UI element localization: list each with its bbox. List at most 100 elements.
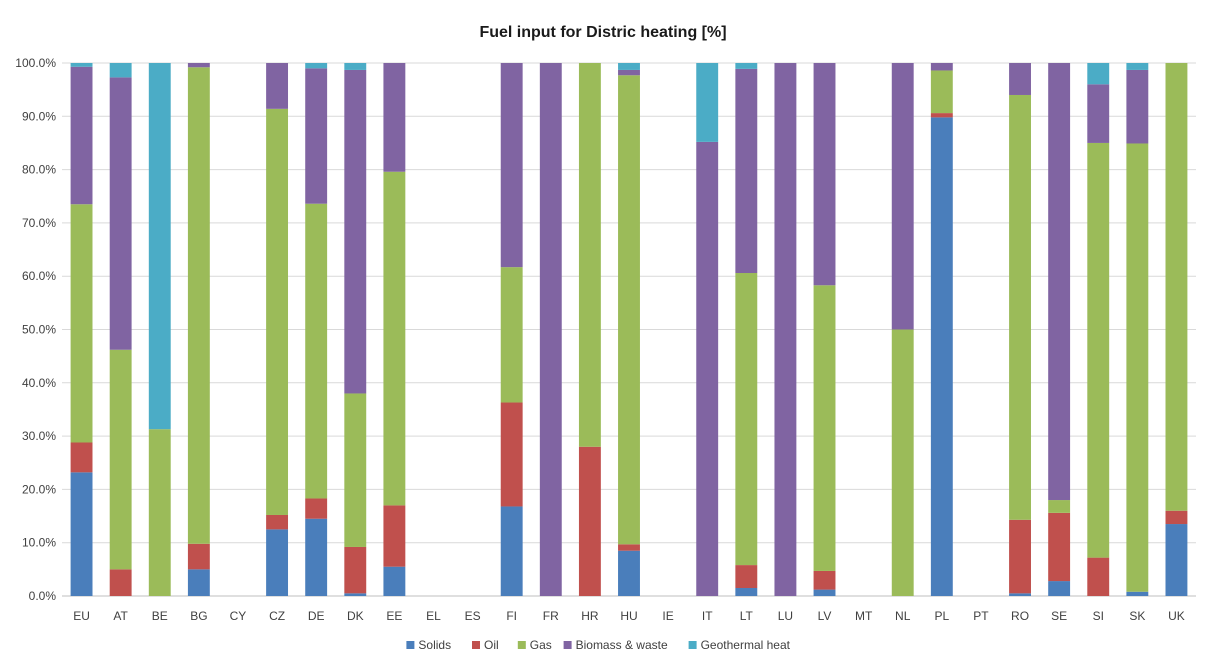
bar-segment-ro-3: [1009, 63, 1031, 95]
y-tick-label: 40.0%: [22, 376, 56, 390]
bar-segment-si-1: [1087, 557, 1110, 596]
bar-segment-ee-0: [383, 566, 406, 596]
bar-segment-lv-3: [813, 63, 836, 286]
bar-segment-at-4: [109, 63, 132, 78]
bar-segment-lt-0: [735, 588, 758, 596]
chart-title: Fuel input for Distric heating [%]: [479, 24, 726, 41]
bar-segment-sk-3: [1126, 69, 1149, 144]
legend-swatch: [688, 641, 697, 649]
x-tick-label: MT: [855, 609, 873, 623]
bar-segment-pl-1: [930, 113, 953, 118]
bar-segment-se-2: [1048, 500, 1071, 513]
bar-segment-cz-3: [266, 63, 289, 109]
bar-segment-ee-1: [383, 505, 406, 567]
bar-segment-eu-3: [70, 66, 93, 205]
legend-label: Solids: [418, 638, 451, 652]
bar-segment-hr-1: [578, 446, 601, 596]
bar-segment-sk-2: [1126, 143, 1149, 592]
bar-segment-cz-2: [266, 108, 289, 515]
x-tick-label: HU: [620, 609, 637, 623]
bar-segment-uk-1: [1165, 510, 1188, 525]
bar-segment-pl-0: [930, 117, 953, 596]
x-tick-label: LU: [778, 609, 793, 623]
y-tick-label: 90.0%: [22, 109, 56, 123]
bar-segment-lt-2: [735, 273, 758, 566]
x-tick-label: SI: [1093, 609, 1104, 623]
x-tick-label: EE: [386, 609, 402, 623]
bar-segment-fi-2: [500, 267, 523, 403]
bar-segment-it-3: [696, 141, 719, 596]
y-tick-label: 20.0%: [22, 482, 56, 496]
bar-segment-fi-3: [500, 63, 523, 268]
bar-segment-hr-2: [578, 63, 601, 447]
bar-segment-uk-2: [1165, 63, 1188, 511]
bar-segment-uk-0: [1165, 524, 1188, 596]
bar-segment-de-0: [305, 518, 328, 596]
bar-segment-hu-4: [618, 63, 640, 70]
x-tick-label: DE: [308, 609, 325, 623]
x-tick-label: CY: [230, 609, 247, 623]
legend-swatch: [472, 641, 480, 649]
y-tick-label: 30.0%: [22, 429, 56, 443]
bar-segment-hu-0: [618, 550, 640, 596]
bar-segment-ro-0: [1009, 593, 1031, 596]
bar-segment-nl-3: [891, 63, 914, 330]
legend-swatch: [517, 641, 526, 649]
bar-segment-pl-2: [930, 70, 953, 114]
bar-segment-sk-4: [1126, 63, 1149, 70]
x-tick-label: DK: [347, 609, 364, 623]
y-tick-label: 100.0%: [15, 56, 56, 70]
legend-swatch: [563, 641, 572, 649]
bar-segment-hu-3: [618, 69, 640, 76]
legend-label: Biomass & waste: [576, 638, 668, 652]
bar-segment-lt-3: [735, 68, 758, 274]
bar-segment-eu-1: [70, 442, 93, 473]
bar-segment-lv-2: [813, 285, 836, 571]
bar-segment-bg-2: [187, 67, 210, 544]
bar-segment-dk-2: [344, 393, 367, 547]
legend-label: Gas: [530, 638, 552, 652]
x-tick-label: EL: [426, 609, 441, 623]
bar-segment-lv-1: [813, 570, 836, 590]
bar-segment-nl-2: [891, 329, 914, 596]
y-tick-label: 60.0%: [22, 269, 56, 283]
bar-segment-eu-2: [70, 204, 93, 443]
y-tick-label: 70.0%: [22, 216, 56, 230]
bar-segment-eu-4: [70, 63, 93, 67]
bar-segment-at-3: [109, 77, 132, 350]
x-tick-label: PT: [973, 609, 989, 623]
bar-segment-de-3: [305, 68, 328, 204]
bar-segment-bg-3: [187, 63, 210, 68]
bar-segment-dk-0: [344, 593, 367, 596]
y-tick-label: 80.0%: [22, 163, 56, 177]
bar-segment-lu-3: [774, 63, 797, 596]
x-tick-label: AT: [113, 609, 128, 623]
x-tick-label: IT: [702, 609, 713, 623]
bar-segment-be-2: [148, 429, 171, 596]
bar-segment-bg-0: [187, 569, 210, 596]
bar-segment-sk-0: [1126, 591, 1149, 596]
legend-swatch: [406, 641, 415, 649]
bar-segment-fi-1: [500, 402, 523, 507]
bar-segment-lt-4: [735, 63, 758, 69]
bar-segment-cz-0: [266, 529, 289, 596]
x-tick-label: BG: [190, 609, 207, 623]
bar-segment-hu-2: [618, 75, 640, 545]
bar-segment-se-3: [1048, 63, 1071, 501]
bar-segment-ro-1: [1009, 519, 1031, 594]
x-axis-category-labels: EU AT BE BG CY CZ DE DK EE EL ES FI FR HR HU IE IT LT LU LV…: [73, 609, 1185, 623]
bar-segment-at-1: [109, 569, 132, 596]
x-tick-label: NL: [895, 609, 911, 623]
bar-segment-se-0: [1048, 581, 1071, 596]
x-tick-label: RO: [1011, 609, 1029, 623]
bar-segment-eu-0: [70, 472, 93, 596]
x-tick-label: CZ: [269, 609, 285, 623]
bar-segment-pl-3: [930, 63, 953, 71]
x-tick-label: LV: [818, 609, 832, 623]
x-tick-label: HR: [581, 609, 599, 623]
bar-segment-lv-0: [813, 589, 836, 596]
x-tick-label: FR: [543, 609, 559, 623]
bar-segment-ee-2: [383, 171, 406, 506]
bar-segment-de-4: [305, 63, 328, 69]
